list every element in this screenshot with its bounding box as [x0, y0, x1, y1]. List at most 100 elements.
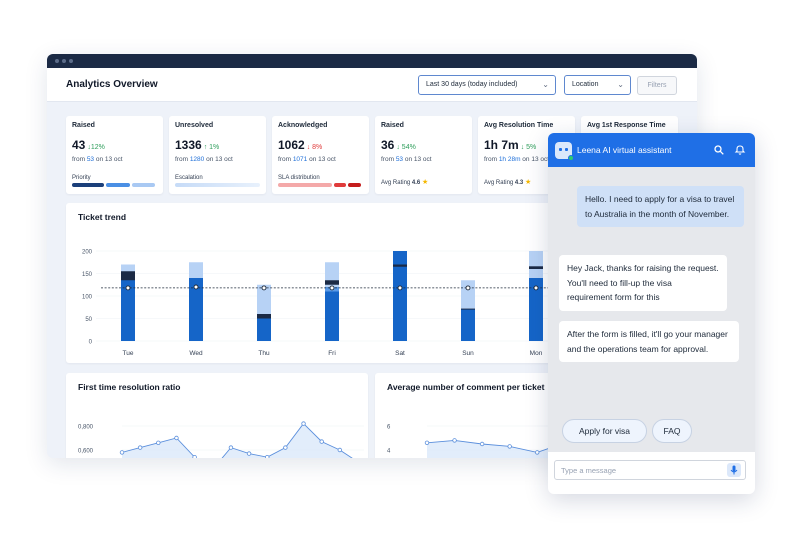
stat-card-raised-rating[interactable]: Raised 36 ↓ 54% from 53 on 13 oct Avg Rat… [375, 116, 472, 194]
stat-comparison: from 1071 on 13 oct [278, 156, 336, 163]
stat-label: Unresolved [175, 122, 214, 129]
stat-label: Avg 1st Response Time [587, 122, 666, 129]
bar-segment [529, 278, 543, 341]
bar-segment [461, 309, 475, 341]
x-tick-label: Fri [328, 350, 336, 357]
data-point-marker [329, 285, 335, 291]
stat-value: 43 ↓12% [72, 138, 105, 152]
stat-footer-label: Priority [72, 175, 91, 181]
sla-bar-segment [334, 183, 346, 187]
data-point [265, 455, 270, 458]
stat-footer-label: SLA distribution [278, 175, 320, 181]
bot-message: After the form is filled, it'll go your … [559, 321, 739, 362]
y-tick-label: 0 [89, 340, 93, 346]
quick-reply-apply-visa[interactable]: Apply for visa [562, 419, 647, 443]
location-value: Location [572, 81, 599, 88]
x-tick-label: Tue [123, 350, 134, 357]
stat-change: ↓ 5% [520, 144, 537, 151]
microphone-icon [730, 465, 738, 475]
data-point [283, 445, 288, 450]
star-icon: ★ [421, 179, 429, 186]
virtual-assistant-chat: Leena AI virtual assistant Hello. I need… [548, 133, 755, 494]
bot-avatar-icon [555, 142, 574, 161]
priority-bar-segment [72, 183, 104, 187]
chevron-down-icon: ⌄ [617, 80, 624, 89]
stat-card-unresolved[interactable]: Unresolved 1336 ↑ 1% from 1280 on 13 oct … [169, 116, 266, 194]
stat-change: ↓ 8% [306, 144, 323, 151]
bar-cap [257, 314, 271, 319]
stat-label: Raised [72, 122, 95, 129]
window-titlebar [47, 54, 697, 68]
stat-label: Raised [381, 122, 404, 129]
window-dot-icon [55, 59, 59, 63]
bar-cap [325, 280, 339, 285]
bot-message: Hey Jack, thanks for raising the request… [559, 255, 727, 311]
ticket-trend-title: Ticket trend [78, 212, 127, 222]
data-point [337, 447, 343, 453]
data-point-marker [125, 285, 131, 291]
data-point [507, 444, 512, 449]
stat-comparison: from 1h 28m on 13 oct [484, 156, 550, 163]
stat-value: 1h 7m ↓ 5% [484, 138, 537, 152]
bot-eye-icon [565, 148, 568, 151]
filters-button[interactable]: Filters [637, 76, 677, 95]
series-line [121, 422, 353, 458]
bar-segment [393, 251, 407, 341]
y-tick-label: 6 [387, 425, 391, 431]
stat-card-raised[interactable]: Raised 43 ↓12% from 53 on 13 oct Priority [66, 116, 163, 194]
data-point [479, 441, 485, 447]
search-icon[interactable] [714, 145, 724, 155]
first-time-resolution-panel: First time resolution ratio 0,600 0,800 [66, 373, 368, 458]
bot-eye-icon [559, 148, 562, 151]
data-point [228, 445, 234, 450]
chat-header: Leena AI virtual assistant [548, 133, 755, 167]
x-tick-label: Sat [395, 350, 405, 357]
y-tick-label: 0,600 [78, 449, 94, 455]
data-point-marker [261, 285, 267, 291]
ftr-chart: 0,600 0,800 [78, 421, 364, 458]
bell-icon[interactable] [734, 144, 746, 156]
y-tick-label: 4 [387, 449, 391, 455]
bar-segment [461, 280, 475, 310]
dashboard-toolbar: Analytics Overview Last 30 days (today i… [47, 68, 697, 102]
stat-footer-label: Avg Rating 4.3 ★ [484, 179, 532, 186]
data-point [192, 455, 197, 458]
bar-segment [529, 251, 543, 278]
bar-segment [189, 262, 203, 278]
y-tick-label: 200 [82, 250, 93, 256]
date-range-select[interactable]: Last 30 days (today included) ⌄ [418, 75, 556, 95]
stat-value: 1336 ↑ 1% [175, 138, 220, 152]
bar-cap [529, 266, 543, 269]
bar-segment [189, 278, 203, 341]
data-point-marker [533, 285, 539, 291]
quick-reply-faq[interactable]: FAQ [652, 419, 692, 443]
data-point-marker [465, 285, 471, 291]
online-status-icon [568, 155, 574, 161]
data-point [119, 450, 125, 455]
location-select[interactable]: Location ⌄ [564, 75, 631, 95]
bar-cap [461, 308, 475, 310]
star-icon: ★ [524, 179, 532, 186]
message-composer [554, 460, 746, 480]
stat-comparison: from 1280 on 13 oct [175, 156, 233, 163]
x-tick-label: Wed [189, 350, 203, 357]
data-point [319, 439, 324, 444]
stat-value: 36 ↓ 54% [381, 138, 416, 152]
x-tick-label: Mon [530, 350, 543, 357]
stat-comparison: from 53 on 13 oct [72, 156, 123, 163]
bar-cap [393, 264, 407, 267]
microphone-button[interactable] [727, 463, 741, 477]
stat-comparison: from 53 on 13 oct [381, 156, 432, 163]
stat-change: ↓12% [87, 144, 105, 151]
y-tick-label: 0,800 [78, 425, 94, 431]
avg-comments-title: Average number of comment per ticket [387, 382, 545, 392]
message-input[interactable] [561, 464, 721, 477]
stat-card-acknowledged[interactable]: Acknowledged 1062 ↓ 8% from 1071 on 13 oc… [272, 116, 369, 194]
y-tick-label: 100 [82, 295, 93, 301]
x-tick-label: Thu [258, 350, 270, 357]
stat-footer-label: Avg Rating 4.6 ★ [381, 179, 429, 186]
stat-label: Acknowledged [278, 122, 328, 129]
stat-change: ↑ 1% [203, 144, 220, 151]
stat-value: 1062 ↓ 8% [278, 138, 323, 152]
bar-segment [257, 318, 271, 341]
